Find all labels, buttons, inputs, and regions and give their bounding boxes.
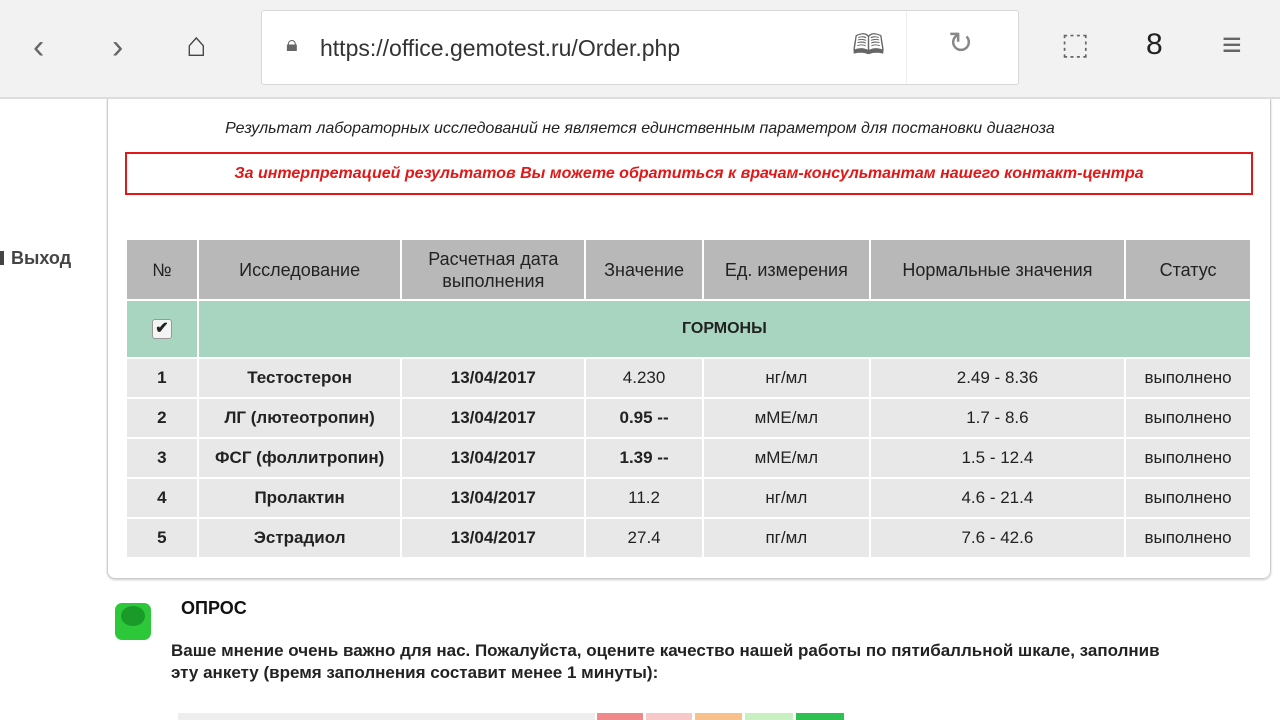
col-value: Значение: [584, 238, 704, 301]
exit-label: Выход: [11, 248, 72, 268]
cell-n: 4: [125, 477, 199, 519]
col-unit: Ед. измерения: [702, 238, 871, 301]
reload-icon[interactable]: ↻: [948, 27, 974, 60]
disclaimer-text: Результат лабораторных исследований не я…: [225, 120, 1055, 137]
table-row: 5 Эстрадиол 13/04/2017 27.4 пг/мл 7.6 - 42.6 в…: [125, 517, 1252, 559]
consultation-alert: За интерпретацией результатов Вы можете …: [125, 152, 1253, 195]
cell-n: 2: [125, 397, 199, 439]
back-icon[interactable]: ‹: [33, 28, 45, 66]
cell-value: 4.230: [584, 357, 704, 399]
exit-link[interactable]: Выход: [0, 248, 71, 269]
table-row: 2 ЛГ (лютеотропин) 13/04/2017 0.95 -- мМЕ/мл…: [125, 397, 1252, 439]
cell-n: 3: [125, 437, 199, 479]
cell-unit: мМЕ/мл: [702, 437, 871, 479]
tabs-count[interactable]: 8: [1146, 28, 1163, 61]
cell-date: 13/04/2017: [400, 437, 587, 479]
forward-icon[interactable]: ›: [112, 28, 124, 66]
cell-n: 1: [125, 357, 199, 399]
menu-icon[interactable]: ≡: [1222, 26, 1242, 64]
col-test: Исследование: [196, 238, 403, 301]
results-table: № Исследование Расчетная дата выполнения…: [125, 238, 1253, 559]
group-name: ГОРМОНЫ: [196, 299, 1253, 359]
table-row: 1 Тестостерон 13/04/2017 4.230 нг/мл 2.49 - 8…: [125, 357, 1252, 399]
poll-title: ОПРОС: [181, 598, 247, 618]
browser-toolbar: ‹ › ⌂ 🔒︎ https://office.gemotest.ru/Orde…: [0, 0, 1280, 99]
rating-option-4[interactable]: [745, 713, 793, 720]
cell-status: выполнено: [1124, 357, 1252, 399]
poll-text: Ваше мнение очень важно для нас. Пожалуй…: [171, 641, 1160, 682]
cell-norm: 2.49 - 8.36: [868, 357, 1127, 399]
address-bar[interactable]: 🔒︎ https://office.gemotest.ru/Order.php …: [261, 10, 1019, 85]
rating-option-2[interactable]: [646, 713, 692, 720]
cell-value: 0.95 --: [584, 397, 704, 439]
cell-status: выполнено: [1124, 517, 1252, 559]
cell-test: Эстрадиол: [196, 517, 403, 559]
url-text[interactable]: https://office.gemotest.ru/Order.php: [320, 35, 681, 61]
cell-norm: 7.6 - 42.6: [868, 517, 1127, 559]
cell-test: ФСГ (фоллитропин): [196, 437, 403, 479]
cell-n: 5: [125, 517, 199, 559]
scan-icon[interactable]: ⬚: [1061, 28, 1090, 61]
rating-option-1[interactable]: [597, 713, 643, 720]
reader-mode-icon[interactable]: 🕮︎: [852, 29, 886, 60]
col-number: №: [125, 238, 199, 301]
results-panel: [107, 99, 1271, 579]
cell-norm: 1.7 - 8.6: [868, 397, 1127, 439]
group-checkbox[interactable]: ✔: [151, 319, 172, 339]
cell-date: 13/04/2017: [400, 477, 587, 519]
col-status: Статус: [1124, 238, 1252, 301]
lock-icon: 🔒︎: [286, 31, 298, 56]
cell-status: выполнено: [1124, 397, 1252, 439]
rating-option-3[interactable]: [695, 713, 742, 720]
table-row: 3 ФСГ (фоллитропин) 13/04/2017 1.39 -- мМЕ/м…: [125, 437, 1252, 479]
cell-unit: нг/мл: [702, 477, 871, 519]
exit-icon: [0, 251, 4, 265]
cell-unit: пг/мл: [702, 517, 871, 559]
table-header: № Исследование Расчетная дата выполнения…: [125, 238, 1252, 301]
cell-test: ЛГ (лютеотропин): [196, 397, 403, 439]
cell-value: 27.4: [584, 517, 704, 559]
group-row: ✔ ГОРМОНЫ: [125, 299, 1253, 359]
cell-value: 1.39 --: [584, 437, 704, 479]
cell-test: Тестостерон: [196, 357, 403, 399]
cell-norm: 4.6 - 21.4: [868, 477, 1127, 519]
divider: [906, 11, 907, 84]
cell-status: выполнено: [1124, 477, 1252, 519]
col-norm: Нормальные значения: [868, 238, 1127, 301]
cell-status: выполнено: [1124, 437, 1252, 479]
rating-field: [178, 713, 595, 720]
table-row: 4 Пролактин 13/04/2017 11.2 нг/мл 4.6 - 21.4 в…: [125, 477, 1252, 519]
cell-test: Пролактин: [196, 477, 403, 519]
col-date: Расчетная дата выполнения: [400, 238, 587, 301]
poll-chat-icon: [115, 603, 151, 640]
home-icon[interactable]: ⌂: [186, 26, 207, 64]
cell-unit: мМЕ/мл: [702, 397, 871, 439]
cell-date: 13/04/2017: [400, 517, 587, 559]
cell-value: 11.2: [584, 477, 704, 519]
rating-option-5[interactable]: [796, 713, 844, 720]
cell-date: 13/04/2017: [400, 397, 587, 439]
cell-date: 13/04/2017: [400, 357, 587, 399]
cell-unit: нг/мл: [702, 357, 871, 399]
cell-norm: 1.5 - 12.4: [868, 437, 1127, 479]
